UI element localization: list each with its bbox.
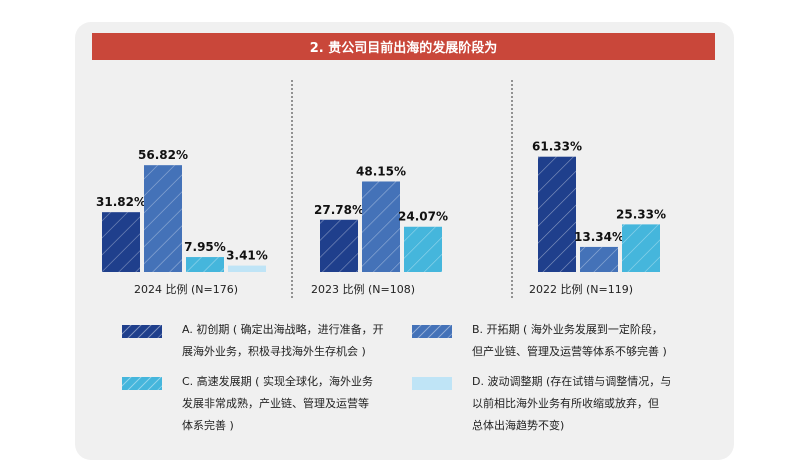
value-label-3-a: 61.33% xyxy=(532,140,582,154)
legend-swatch-b xyxy=(412,325,452,338)
value-label-3-c: 25.33% xyxy=(616,207,666,221)
legend-b-line-1: B. 开拓期 ( 海外业务发展到一定阶段， xyxy=(472,323,663,336)
legend-a-line-2: 展海外业务，积极寻找海外生存机会 ) xyxy=(182,345,366,358)
bar-hatch-2-a xyxy=(320,219,358,272)
legend-swatch-c xyxy=(122,377,162,390)
value-label-2-a: 27.78% xyxy=(314,203,364,217)
bar-hatch-1-c xyxy=(186,257,224,272)
bar-1-d xyxy=(228,265,266,272)
value-label-1-b: 56.82% xyxy=(138,148,188,162)
legend-item-d: D. 波动调整期 (存在试错与调整情况，与 以前相比海外业务有所收缩或放弃，但 … xyxy=(412,375,702,437)
legend-d-line-1: D. 波动调整期 (存在试错与调整情况，与 xyxy=(472,375,672,388)
value-label-1-a: 31.82% xyxy=(96,195,146,209)
legend-b-line-2: 但产业链、管理及运营等体系不够完善 ) xyxy=(472,345,667,358)
bar-hatch-1-a xyxy=(102,212,140,272)
value-label-1-c: 7.95% xyxy=(184,240,226,254)
legend-swatch-d xyxy=(412,377,452,390)
legend-item-c: C. 高速发展期 ( 实现全球化，海外业务 发展非常成熟，产业链、管理及运营等 … xyxy=(122,375,412,437)
legend-c-line-1: C. 高速发展期 ( 实现全球化，海外业务 xyxy=(182,375,373,388)
bar-hatch-3-a xyxy=(538,156,576,272)
bar-hatch-1-b xyxy=(144,165,182,272)
group-caption-3: 2022 比例 (N=119) xyxy=(529,282,633,296)
legend-swatch-a xyxy=(122,325,162,338)
bars-group: 31.82% 56.82% 7.95%3.41% 2024 比例 (N=176) 27.… xyxy=(96,140,666,296)
legend-a-line-1: A. 初创期 ( 确定出海战略，进行准备，开 xyxy=(182,323,384,336)
value-label-2-c: 24.07% xyxy=(398,210,448,224)
group-caption-1: 2024 比例 (N=176) xyxy=(134,282,238,296)
legend-item-a: A. 初创期 ( 确定出海战略，进行准备，开 展海外业务，积极寻找海外生存机会 … xyxy=(122,323,412,363)
legend-c-line-2: 发展非常成熟，产业链、管理及运营等 xyxy=(182,397,369,410)
value-label-3-b: 13.34% xyxy=(574,230,624,244)
chart-title: 2. 贵公司目前出海的发展阶段为 xyxy=(92,33,715,60)
legend-d-line-3: 总体出海趋势不变) xyxy=(472,419,565,432)
bar-hatch-3-c xyxy=(622,224,660,272)
bar-hatch-2-c xyxy=(404,226,442,272)
value-label-2-b: 48.15% xyxy=(356,164,406,178)
bar-hatch-3-b xyxy=(580,246,618,272)
legend-c-line-3: 体系完善 ) xyxy=(182,419,234,432)
bar-hatch-2-b xyxy=(362,181,400,272)
legend-d-line-2: 以前相比海外业务有所收缩或放弃，但 xyxy=(472,397,659,410)
legend-item-b: B. 开拓期 ( 海外业务发展到一定阶段， 但产业链、管理及运营等体系不够完善 … xyxy=(412,323,702,363)
group-caption-2: 2023 比例 (N=108) xyxy=(311,282,415,296)
value-label-1-d: 3.41% xyxy=(226,249,268,263)
